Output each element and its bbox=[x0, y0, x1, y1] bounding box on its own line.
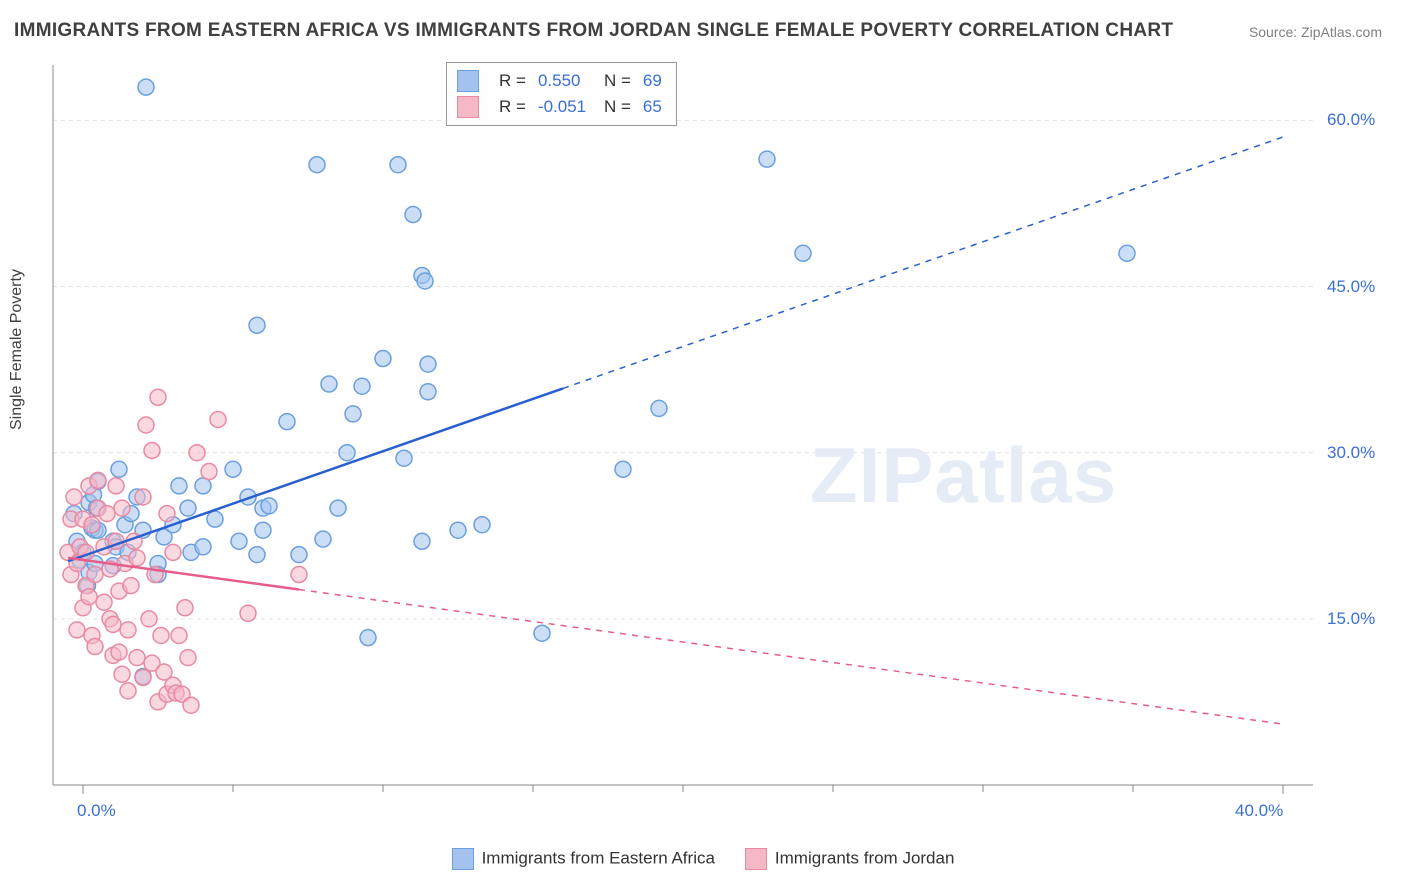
y-tick-label: 60.0% bbox=[1327, 110, 1375, 130]
n-value: 65 bbox=[643, 94, 662, 120]
plot-area bbox=[48, 60, 1383, 820]
correlation-legend-row: R = -0.051 N = 65 bbox=[457, 94, 662, 120]
chart-container: IMMIGRANTS FROM EASTERN AFRICA VS IMMIGR… bbox=[0, 0, 1406, 892]
n-value: 69 bbox=[643, 68, 662, 94]
y-tick-label: 45.0% bbox=[1327, 277, 1375, 297]
x-tick-label: 40.0% bbox=[1235, 801, 1283, 821]
legend-swatch bbox=[457, 96, 479, 118]
r-value: 0.550 bbox=[538, 68, 592, 94]
source-prefix: Source: bbox=[1249, 24, 1301, 40]
source-attribution: Source: ZipAtlas.com bbox=[1249, 24, 1382, 40]
r-value: -0.051 bbox=[538, 94, 592, 120]
series-legend: Immigrants from Eastern Africa Immigrants… bbox=[0, 848, 1406, 870]
series-legend-label: Immigrants from Eastern Africa bbox=[482, 848, 715, 867]
scatter-plot-svg bbox=[48, 60, 1383, 820]
legend-swatch bbox=[745, 848, 767, 870]
series-legend-label: Immigrants from Jordan bbox=[775, 848, 955, 867]
series-legend-item: Immigrants from Jordan bbox=[745, 848, 955, 870]
r-label: R = bbox=[499, 94, 526, 120]
correlation-legend: R = 0.550 N = 69 R = -0.051 N = 65 bbox=[446, 62, 677, 126]
legend-swatch bbox=[452, 848, 474, 870]
y-axis-label: Single Female Poverty bbox=[8, 269, 26, 430]
r-label: R = bbox=[499, 68, 526, 94]
legend-swatch bbox=[457, 70, 479, 92]
n-label: N = bbox=[604, 94, 631, 120]
correlation-legend-row: R = 0.550 N = 69 bbox=[457, 68, 662, 94]
y-tick-label: 15.0% bbox=[1327, 609, 1375, 629]
y-tick-label: 30.0% bbox=[1327, 443, 1375, 463]
x-tick-label: 0.0% bbox=[77, 801, 116, 821]
n-label: N = bbox=[604, 68, 631, 94]
source-link[interactable]: ZipAtlas.com bbox=[1301, 24, 1382, 40]
chart-title: IMMIGRANTS FROM EASTERN AFRICA VS IMMIGR… bbox=[14, 20, 1173, 42]
series-legend-item: Immigrants from Eastern Africa bbox=[452, 848, 715, 870]
